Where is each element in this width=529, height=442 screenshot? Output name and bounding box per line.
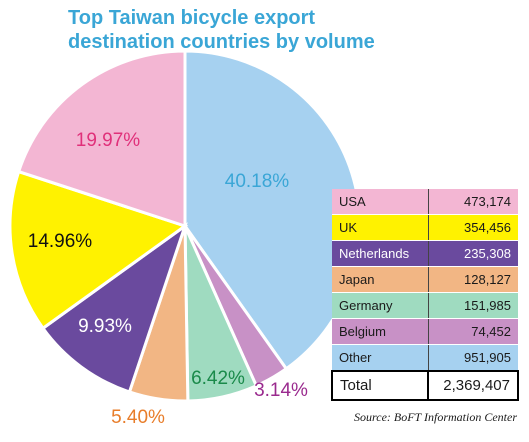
pie-label-belgium: 3.14% — [254, 380, 308, 401]
table-row-usa: USA 473,174 — [332, 189, 518, 215]
volume-cell: 151,985 — [428, 292, 518, 319]
country-cell: Netherlands — [332, 240, 429, 267]
chart-title-line-1: Top Taiwan bicycle export — [68, 7, 316, 29]
volume-table-body: USA 473,174 UK 354,456 Netherlands 235,308 Jap… — [331, 189, 519, 401]
volume-cell: 354,456 — [428, 214, 518, 241]
table-row-belgium: Belgium 74,452 — [332, 318, 518, 345]
chart-title-line-2: destination countries by volume — [68, 31, 375, 53]
volume-cell: 235,308 — [428, 240, 518, 267]
volume-cell: 128,127 — [428, 266, 518, 293]
pie-slice-other — [183, 49, 362, 371]
pie-label-usa: 19.97% — [76, 130, 141, 151]
volume-table: USA 473,174 UK 354,456 Netherlands 235,308 Jap… — [331, 189, 519, 401]
pie-label-netherlands: 9.93% — [78, 316, 132, 337]
table-row-uk: UK 354,456 — [332, 214, 518, 241]
country-cell: Japan — [332, 266, 429, 293]
volume-cell: 74,452 — [428, 318, 518, 345]
volume-cell: 473,174 — [428, 189, 518, 215]
pie-slice-netherlands — [40, 222, 188, 394]
chart-title: Top Taiwan bicycle export destination co… — [68, 6, 375, 54]
volume-cell: 951,905 — [428, 344, 518, 372]
table-row-japan: Japan 128,127 — [332, 266, 518, 293]
pie-label-japan: 5.40% — [111, 407, 165, 428]
pie-slice-uk — [8, 169, 189, 331]
table-row-germany: Germany 151,985 — [332, 292, 518, 319]
pie-label-germany: 6.42% — [191, 368, 245, 389]
country-cell: Belgium — [332, 318, 429, 345]
pie-label-uk: 14.96% — [28, 231, 93, 252]
country-cell: UK — [332, 214, 429, 241]
source-note: Source: BoFT Information Center — [354, 410, 517, 424]
total-value: 2,369,407 — [427, 370, 519, 401]
total-label: Total — [331, 370, 429, 401]
country-cell: USA — [332, 189, 429, 215]
pie-label-other: 40.18% — [225, 171, 290, 192]
country-cell: Germany — [332, 292, 429, 319]
country-cell: Other — [332, 344, 429, 372]
pie-slice-usa — [16, 49, 187, 229]
table-row-netherlands: Netherlands 235,308 — [332, 240, 518, 267]
table-row-other: Other 951,905 — [332, 344, 518, 372]
table-total-row: Total 2,369,407 — [331, 370, 519, 401]
